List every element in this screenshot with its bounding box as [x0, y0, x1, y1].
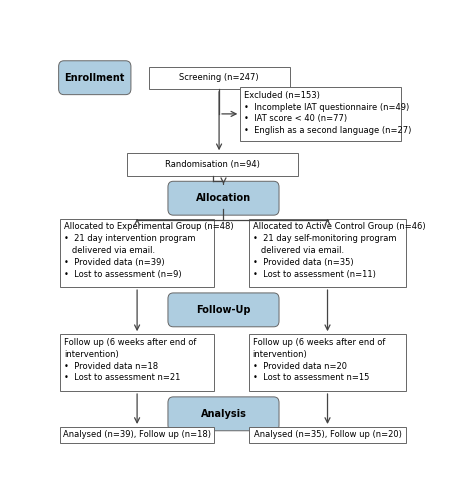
FancyBboxPatch shape [249, 427, 406, 443]
FancyBboxPatch shape [168, 397, 279, 431]
Text: Allocated to Active Control Group (n=46)
•  21 day self-monitoring program
   de: Allocated to Active Control Group (n=46)… [253, 222, 425, 278]
Text: Analysed (n=39), Follow up (n=18): Analysed (n=39), Follow up (n=18) [63, 430, 211, 440]
FancyBboxPatch shape [249, 334, 406, 391]
Text: Follow-Up: Follow-Up [196, 305, 251, 315]
FancyBboxPatch shape [127, 153, 298, 176]
Text: Allocation: Allocation [196, 193, 251, 203]
FancyBboxPatch shape [61, 334, 214, 391]
Text: Follow up (6 weeks after end of
intervention)
•  Provided data n=18
•  Lost to a: Follow up (6 weeks after end of interven… [64, 338, 196, 382]
FancyBboxPatch shape [59, 61, 131, 94]
FancyBboxPatch shape [249, 218, 406, 287]
FancyBboxPatch shape [168, 293, 279, 327]
Text: Randomisation (n=94): Randomisation (n=94) [166, 160, 260, 169]
FancyBboxPatch shape [148, 66, 290, 89]
Text: Analysed (n=35), Follow up (n=20): Analysed (n=35), Follow up (n=20) [253, 430, 401, 440]
FancyBboxPatch shape [61, 427, 214, 443]
FancyBboxPatch shape [168, 182, 279, 215]
FancyBboxPatch shape [61, 218, 214, 287]
Text: Analysis: Analysis [201, 409, 247, 419]
Text: Screening (n=247): Screening (n=247) [179, 73, 259, 82]
Text: Excluded (n=153)
•  Incomplete IAT questionnaire (n=49)
•  IAT score < 40 (n=77): Excluded (n=153) • Incomplete IAT questi… [244, 91, 411, 135]
Text: Follow up (6 weeks after end of
intervention)
•  Provided data n=20
•  Lost to a: Follow up (6 weeks after end of interven… [253, 338, 385, 382]
Text: Allocated to Experimental Group (n=48)
•  21 day intervention program
   deliver: Allocated to Experimental Group (n=48) •… [64, 222, 233, 278]
Text: Enrollment: Enrollment [65, 72, 125, 83]
FancyBboxPatch shape [240, 87, 401, 141]
